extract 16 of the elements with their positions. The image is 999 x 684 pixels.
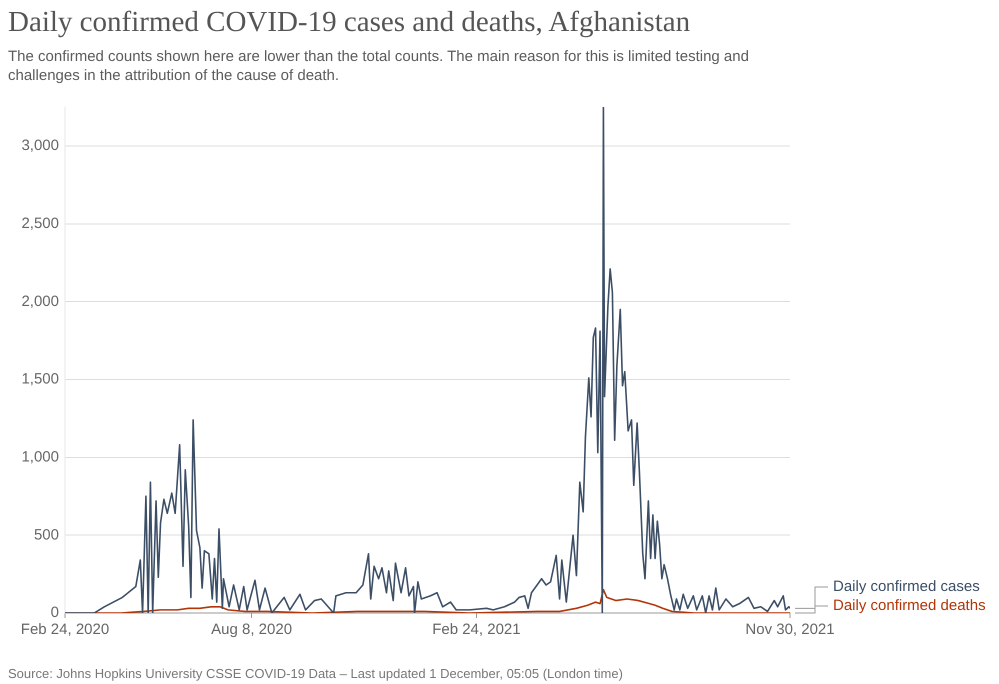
y-tick-label: 3,000 bbox=[21, 137, 59, 154]
x-tick-label: Aug 8, 2020 bbox=[211, 621, 292, 638]
text: Daily confirmed deaths bbox=[833, 597, 986, 614]
y-tick-label: 2,000 bbox=[21, 292, 59, 310]
y-tick-label: 1,000 bbox=[21, 448, 59, 466]
chart-title: Daily confirmed COVID-19 cases and deaths, Afghanistan bbox=[8, 6, 690, 39]
x-tick-label: Nov 30, 2021 bbox=[745, 621, 835, 638]
x-tick-label: Feb 24, 2021 bbox=[432, 621, 521, 638]
x-tick-label: Feb 24, 2020 bbox=[20, 621, 110, 638]
y-tick-label: 2,500 bbox=[21, 214, 59, 232]
source-note: Source: Johns Hopkins University CSSE COVID-19 Data – Last updated 1 December, 05:05 (London time) bbox=[8, 666, 623, 681]
y-tick-label: 500 bbox=[34, 526, 59, 544]
y-tick-label: 1,500 bbox=[21, 370, 59, 388]
y-tick-label: 0 bbox=[50, 604, 59, 622]
chart-subtitle: The confirmed counts shown here are lower than the total counts. The main reason for this is limited testing and challenges in the attribution of the cause of death. bbox=[8, 47, 750, 85]
text: Daily confirmed cases bbox=[833, 578, 980, 596]
